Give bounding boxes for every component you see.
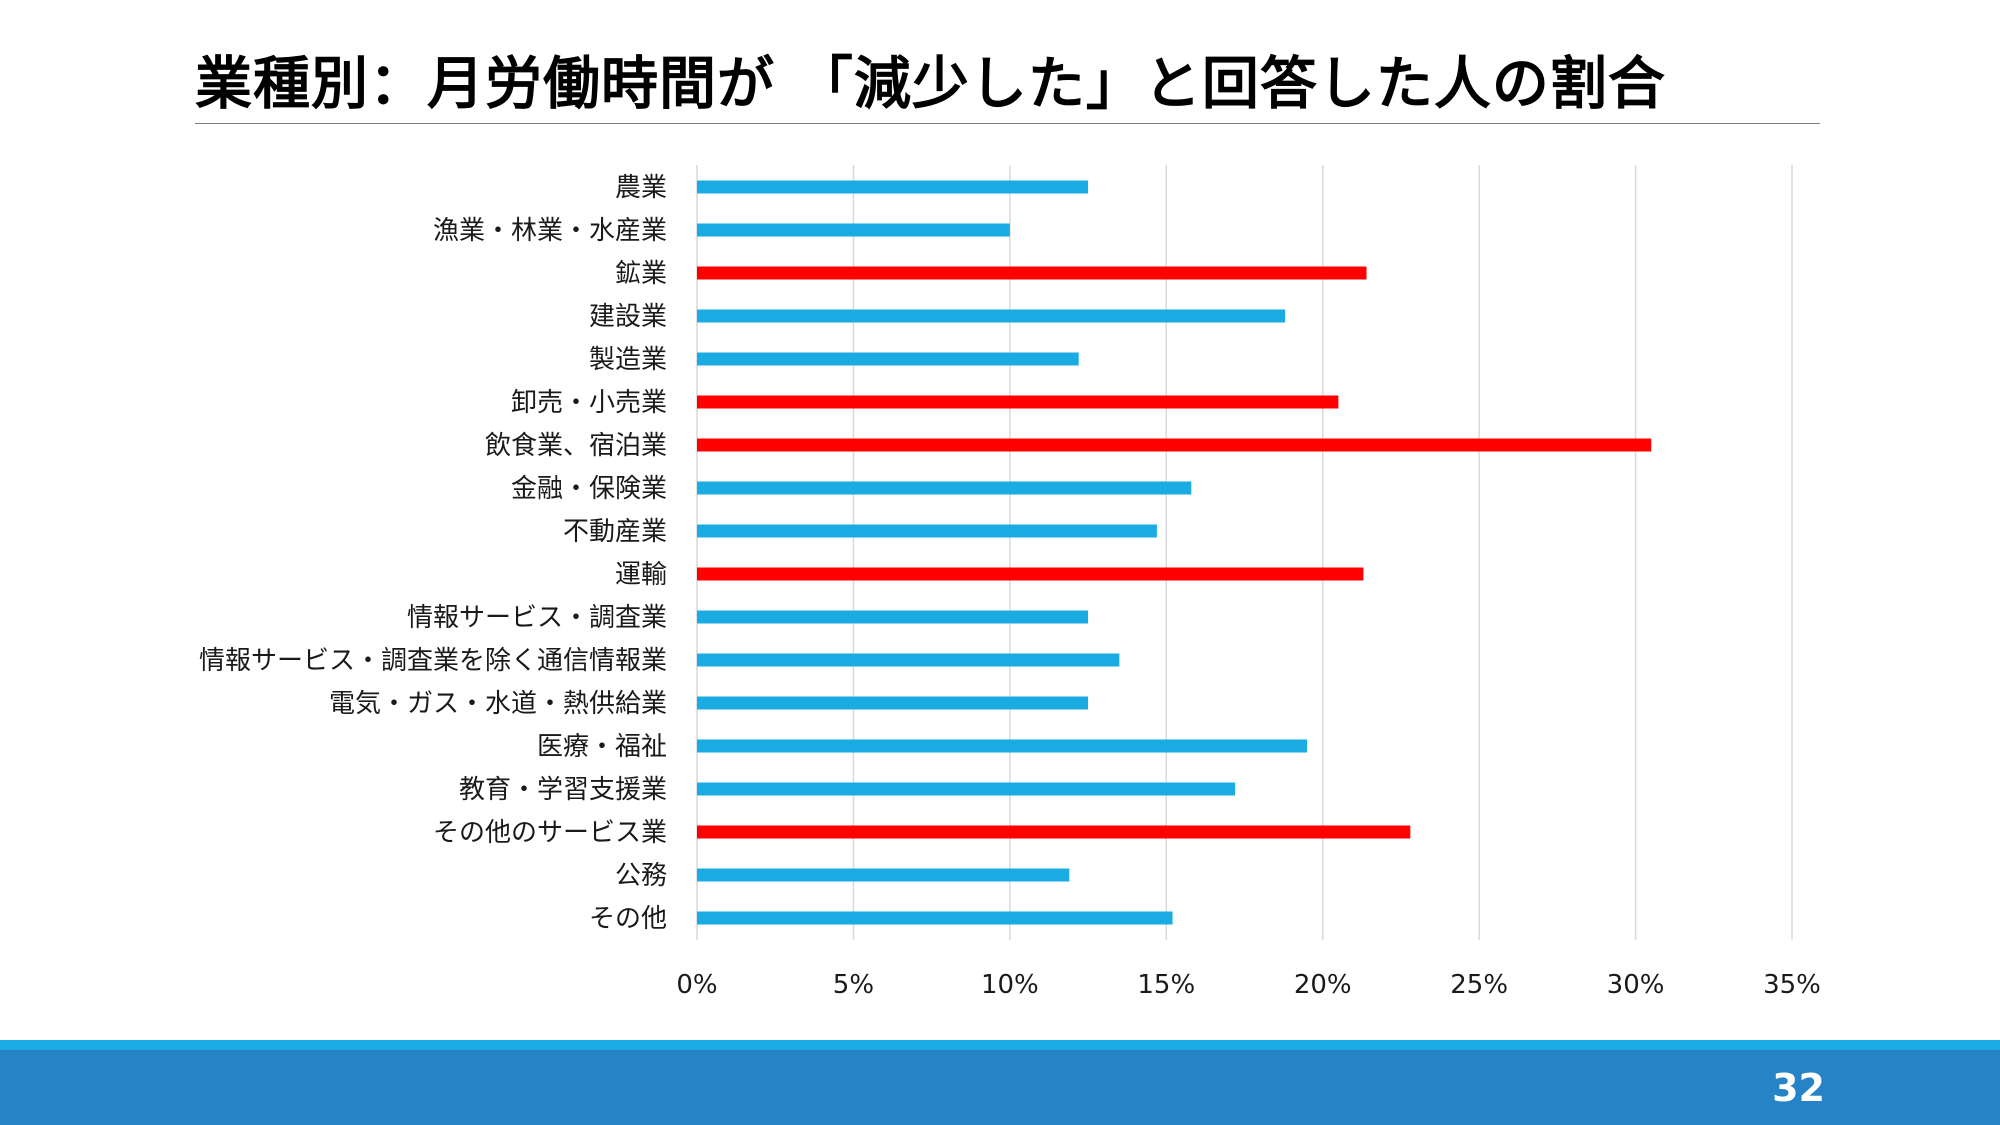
category-label: 卸売・小売業 xyxy=(511,388,667,418)
bar xyxy=(697,825,1411,839)
bar xyxy=(697,653,1120,667)
x-tick-label: 25% xyxy=(1450,970,1508,1000)
bar xyxy=(697,782,1236,796)
bar xyxy=(697,739,1308,753)
bar xyxy=(697,352,1079,366)
bar xyxy=(697,223,1010,237)
bar xyxy=(697,610,1089,624)
category-label: 教育・学習支援業 xyxy=(459,775,667,805)
category-label: 鉱業 xyxy=(615,259,667,289)
bar xyxy=(697,868,1070,882)
bar xyxy=(697,180,1089,194)
category-label: 建設業 xyxy=(589,302,667,332)
bar xyxy=(697,309,1286,323)
category-label: 漁業・林業・水産業 xyxy=(433,216,667,246)
category-label: 運輸 xyxy=(615,560,667,590)
slide-title: 業種別：月労働時間が 「減少した」と回答した人の割合 xyxy=(195,51,1666,117)
page-number: 32 xyxy=(1772,1066,1825,1110)
x-tick-label: 5% xyxy=(833,970,874,1000)
bar xyxy=(697,438,1652,452)
x-tick-label: 15% xyxy=(1137,970,1195,1000)
title-divider xyxy=(195,123,1820,124)
category-label: 不動産業 xyxy=(563,517,667,547)
x-tick-label: 10% xyxy=(981,970,1039,1000)
category-label: 電気・ガス・水道・熱供給業 xyxy=(329,689,667,719)
bar xyxy=(697,567,1364,581)
footer-band xyxy=(0,1050,2000,1125)
x-tick-label: 35% xyxy=(1763,970,1821,1000)
x-tick-label: 30% xyxy=(1607,970,1665,1000)
category-label: 情報サービス・調査業 xyxy=(407,603,667,633)
x-tick-labels: 0% 5% 10% 15% 20% 25% 30% 35% xyxy=(676,970,1821,1000)
category-labels: 農業漁業・林業・水産業鉱業建設業製造業卸売・小売業飲食業、宿泊業金融・保険業不動… xyxy=(199,173,667,934)
bar xyxy=(697,481,1192,495)
bar xyxy=(697,696,1089,710)
footer-stripe xyxy=(0,1040,2000,1050)
category-label: 農業 xyxy=(615,173,667,203)
bar xyxy=(697,266,1367,280)
category-label: 医療・福祉 xyxy=(537,732,667,762)
category-label: 公務 xyxy=(615,861,667,891)
x-tick-label: 20% xyxy=(1294,970,1352,1000)
bar xyxy=(697,524,1157,538)
category-label: 情報サービス・調査業を除く通信情報業 xyxy=(199,646,667,676)
category-label: 飲食業、宿泊業 xyxy=(485,431,667,461)
category-label: その他のサービス業 xyxy=(433,818,667,848)
gridlines xyxy=(696,165,1793,940)
category-label: 製造業 xyxy=(589,345,667,375)
bar xyxy=(697,395,1339,409)
bars xyxy=(697,180,1652,925)
bar xyxy=(697,911,1173,925)
bar-chart: 農業漁業・林業・水産業鉱業建設業製造業卸売・小売業飲食業、宿泊業金融・保険業不動… xyxy=(199,165,1821,1000)
category-label: その他 xyxy=(589,904,667,934)
x-tick-label: 0% xyxy=(676,970,717,1000)
category-label: 金融・保険業 xyxy=(511,474,667,504)
